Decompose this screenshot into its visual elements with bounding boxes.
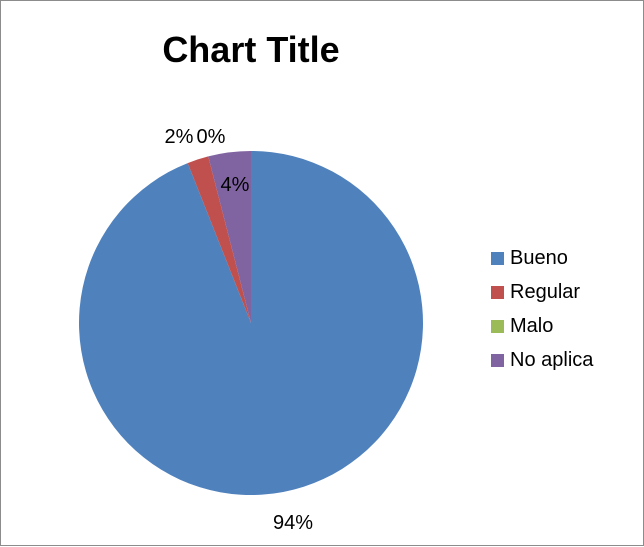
legend-item-bueno: Bueno — [491, 241, 593, 275]
legend-swatch-regular — [491, 285, 504, 299]
data-label-bueno: 94% — [273, 512, 313, 534]
chart-title: Chart Title — [162, 29, 340, 70]
legend-label-malo: Malo — [510, 314, 554, 337]
legend-item-no-aplica: No aplica — [491, 343, 593, 377]
legend-swatch-no-aplica — [491, 353, 504, 367]
legend-item-malo: Malo — [491, 309, 593, 343]
legend-item-regular: Regular — [491, 275, 593, 309]
legend-swatch-bueno — [491, 251, 504, 265]
data-label-no-aplica: 4% — [221, 174, 250, 196]
data-label-regular: 2% — [165, 126, 194, 148]
legend-swatch-malo — [491, 319, 504, 333]
pie-slice-regular — [187, 156, 251, 323]
legend-label-no-aplica: No aplica — [510, 348, 594, 371]
legend-label-bueno: Bueno — [510, 246, 568, 269]
data-label-malo: 0% — [197, 126, 226, 148]
legend-label-regular: Regular — [510, 280, 581, 303]
pie-slice-no-aplica — [208, 151, 251, 323]
chart-legend: Bueno Regular Malo No aplica — [491, 241, 593, 377]
